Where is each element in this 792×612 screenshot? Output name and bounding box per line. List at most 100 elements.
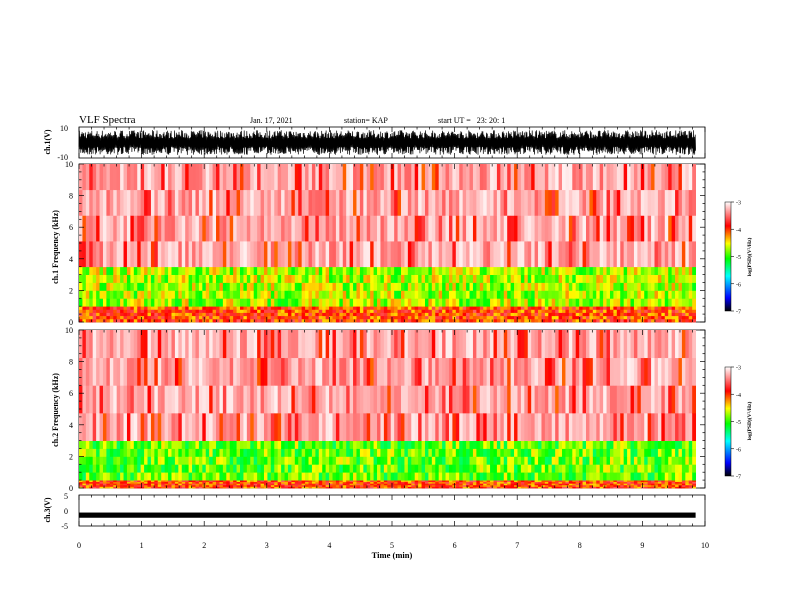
ch1-waveform-line (78, 130, 696, 155)
ch1-spectrogram-cell (120, 274, 124, 283)
ch2-spectrogram-cell (531, 412, 536, 441)
ch1-spectrogram-cell (113, 309, 118, 313)
ch1-spectrogram-cell (219, 298, 224, 307)
ch2-spectrogram-cell (486, 385, 491, 414)
ch2-spectrogram-cell (442, 464, 446, 473)
ch2-spectrogram-cell (123, 440, 128, 449)
ch2-spectrogram-cell (185, 448, 190, 457)
ch1-spectrogram-cell (675, 274, 679, 283)
ch2-spectrogram-cell (397, 486, 402, 489)
ch1-spectrogram-cell (596, 282, 601, 291)
ch2-spectrogram-cell (253, 330, 258, 359)
ch1-spectrogram-cell (517, 189, 522, 216)
ch1-spectrogram-cell (472, 315, 477, 320)
ch2-spectrogram-cell (226, 480, 231, 483)
ch1-spectrogram-cell (92, 189, 97, 216)
ch1-spectrogram-cell (404, 309, 409, 313)
ch2-spectrogram-cell (243, 472, 248, 481)
ch2-spectrogram-cell (541, 464, 546, 473)
ch1-spectrogram-cell (106, 318, 111, 323)
ch2-spectrogram-cell (274, 481, 279, 484)
ch1-spectrogram-cell (496, 290, 501, 299)
ch1-spectrogram-cell (150, 274, 155, 283)
ch1-spectrogram-cell (678, 309, 683, 313)
ch1-spectrogram-cell (102, 312, 107, 317)
ch1-spectrogram-cell (431, 318, 436, 323)
ch2-spectrogram-cell (404, 440, 409, 449)
ch2-spectrogram-cell (277, 483, 282, 486)
ch1-spectrogram-cell (147, 164, 152, 191)
ch1-spectrogram-cell (644, 189, 649, 216)
ch1-spectrogram-cell (253, 164, 258, 191)
ch2-spectrogram-cell (585, 330, 590, 359)
ch1-spectrogram-cell (401, 274, 405, 283)
ch2-spectrogram-cell (219, 480, 224, 483)
ch2-spectrogram-cell (527, 472, 532, 481)
ch1-spectrogram-cell (483, 312, 488, 317)
ch2-spectrogram-cell (171, 385, 176, 414)
ch2-spectrogram-cell (493, 484, 498, 487)
ch1-spectrogram-cell (548, 241, 553, 268)
ch1-spectrogram-cell (421, 290, 426, 299)
ch2-spectrogram-cell (592, 357, 597, 386)
ch1-spectrogram-cell (558, 266, 563, 275)
ch2-spectrogram-cell (363, 385, 368, 414)
ch1-spectrogram-cell (277, 306, 282, 310)
ch2-spectrogram-cell (466, 385, 470, 414)
ch2-spectrogram-cell (544, 480, 549, 483)
ch1-spectrogram-cell (585, 189, 590, 216)
ch1-spectrogram-cell (671, 298, 676, 307)
ch1-spectrogram-cell (394, 215, 398, 242)
ch1-spectrogram-cell (390, 290, 395, 299)
ch1-spectrogram-cell (510, 309, 515, 313)
ch2-spectrogram-cell (596, 472, 601, 481)
ch2-spectrogram-cell (240, 481, 244, 484)
ch1-spectrogram-cell (647, 274, 652, 283)
ch2-spectrogram-cell (609, 456, 614, 465)
ch2-spectrogram-cell (431, 440, 436, 449)
ch1-spectrogram-cell (541, 298, 546, 307)
ch1-spectrogram-cell (613, 315, 618, 320)
ch2-spectrogram-cell (572, 486, 577, 489)
ch1-spectrogram-cell (544, 274, 549, 283)
ch1-spectrogram-cell (209, 266, 213, 275)
ch2-spectrogram-cell (164, 483, 169, 486)
ch2-spectrogram-cell (240, 440, 244, 449)
ch1-spectrogram-cell (137, 164, 142, 191)
ch2-spectrogram-cell (137, 481, 142, 484)
ch1-spectrogram-cell (527, 164, 532, 191)
ch1-spectrogram-cell (387, 318, 392, 323)
ch1-spectrogram-cell (229, 215, 234, 242)
ch2-spectrogram-cell (394, 357, 398, 386)
ch2-spectrogram-cell (606, 330, 611, 359)
ch1-spectrogram-cell (79, 315, 83, 320)
ch2-spectrogram-cell (397, 412, 402, 441)
ch1-spectrogram-cell (123, 241, 128, 268)
ch2-spectrogram-cell (490, 448, 494, 457)
ch2-spectrogram-cell (596, 412, 601, 441)
ch1-spectrogram-cell (383, 266, 388, 275)
ch2-spectrogram-cell (476, 480, 481, 483)
ch2-spectrogram-cell (332, 440, 337, 449)
ch1-spectrogram-cell (418, 306, 422, 310)
ch2-spectrogram-cell (390, 448, 395, 457)
ch1-spectrogram-cell (229, 282, 234, 291)
ch2-spectrogram-cell (102, 464, 107, 473)
ch1-spectrogram-cell (126, 164, 131, 191)
ch1-spectrogram-cell (616, 189, 621, 216)
ch2-spectrogram-cell (305, 330, 309, 359)
ch2-spectrogram-cell (476, 385, 481, 414)
ch2-spectrogram-cell (246, 472, 251, 481)
ch2-spectrogram-cell (291, 448, 296, 457)
ch1-spectrogram-cell (366, 189, 371, 216)
ch1-spectrogram-cell (106, 274, 111, 283)
ch2-spectrogram-cell (486, 412, 491, 441)
ch1-spectrogram-cell (514, 282, 518, 291)
ch1-spectrogram-cell (161, 318, 166, 323)
ch2-spectrogram-cell (233, 464, 237, 473)
ch2-spectrogram-cell (277, 385, 282, 414)
ch2-spectrogram-cell (476, 472, 481, 481)
ch1-spectrogram-cell (582, 309, 587, 313)
ch1-spectrogram-cell (335, 215, 340, 242)
ch1-spectrogram-cell (140, 282, 145, 291)
